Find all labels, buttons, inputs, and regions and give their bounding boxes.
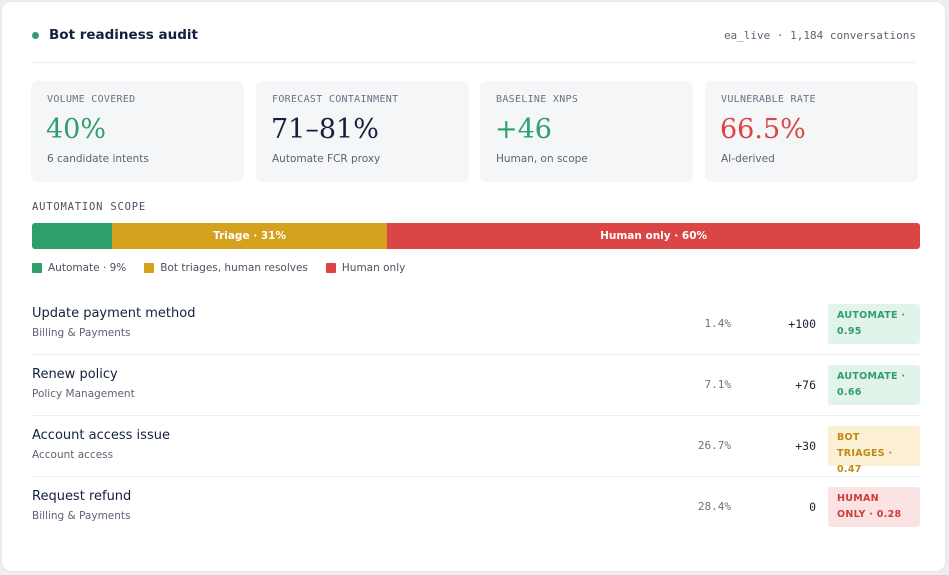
intent-category: Policy Management xyxy=(32,388,135,400)
scope-segment-human-only: Human only · 60% xyxy=(387,223,920,249)
intent-name: Request refund xyxy=(32,489,132,504)
readiness-badge: AUTOMATE · 0.95 xyxy=(828,304,920,344)
scope-legend: Automate · 9% Bot triages, human resolve… xyxy=(32,261,423,275)
stat-value: 66.5% xyxy=(720,114,806,145)
dataset-meta: ea_live · 1,184 conversations xyxy=(723,29,916,42)
legend-label: Bot triages, human resolves xyxy=(160,262,308,274)
intent-row[interactable]: Update payment method Billing & Payments… xyxy=(31,294,920,355)
stat-label: VULNERABLE RATE xyxy=(721,94,816,105)
legend-item-triage: Bot triages, human resolves xyxy=(144,262,308,274)
stat-value: 40% xyxy=(46,114,107,145)
intent-share: 7.1% xyxy=(704,378,732,391)
intent-category: Billing & Payments xyxy=(32,327,131,339)
automation-scope-bar: Triage · 31% Human only · 60% xyxy=(32,223,920,249)
intent-name: Update payment method xyxy=(32,306,196,321)
card-header: Bot readiness audit ea_live · 1,184 conv… xyxy=(31,19,916,63)
intent-list: Update payment method Billing & Payments… xyxy=(31,294,920,537)
scope-segment-triage: Triage · 31% xyxy=(111,223,388,249)
legend-item-automate: Automate · 9% xyxy=(32,262,126,274)
card-title: Bot readiness audit xyxy=(49,27,198,43)
stat-value: +46 xyxy=(495,114,552,145)
intent-row[interactable]: Renew policy Policy Management 7.1% +76 … xyxy=(31,355,920,416)
legend-swatch xyxy=(144,263,155,273)
stat-baseline-xnps: BASELINE XNPS +46 Human, on scope xyxy=(480,81,693,182)
intent-name: Renew policy xyxy=(32,367,118,382)
legend-label: Human only xyxy=(341,262,406,274)
intent-share: 28.4% xyxy=(697,500,731,513)
legend-item-human-only: Human only xyxy=(325,262,406,274)
intent-row[interactable]: Account access issue Account access 26.7… xyxy=(31,416,920,477)
status-dot-icon xyxy=(32,32,39,39)
stat-sub: 6 candidate intents xyxy=(47,153,149,165)
readiness-badge: AUTOMATE · 0.66 xyxy=(828,365,920,405)
stat-label: FORECAST CONTAINMENT xyxy=(272,94,399,105)
intent-share: 1.4% xyxy=(704,317,732,330)
stat-value: 71–81% xyxy=(271,114,379,145)
legend-label: Automate · 9% xyxy=(48,262,127,274)
legend-swatch xyxy=(32,263,42,273)
scope-label: AUTOMATION SCOPE xyxy=(32,201,146,213)
stat-sub: Human, on scope xyxy=(496,153,588,165)
stat-sub: Automate FCR proxy xyxy=(272,153,381,165)
readiness-badge: BOT TRIAGES · 0.47 xyxy=(828,426,920,475)
stat-vulnerable-rate: VULNERABLE RATE 66.5% AI-derived xyxy=(705,81,918,182)
stat-label: VOLUME COVERED xyxy=(47,94,136,105)
stat-forecast-containment: FORECAST CONTAINMENT 71–81% Automate FCR… xyxy=(256,81,469,182)
intent-name: Account access issue xyxy=(32,428,170,443)
intent-score: +76 xyxy=(795,378,816,392)
intent-category: Billing & Payments xyxy=(32,510,131,522)
intent-share: 26.7% xyxy=(697,439,731,452)
scope-segment-automate xyxy=(32,223,112,249)
legend-swatch xyxy=(325,263,336,273)
intent-score: +30 xyxy=(795,439,816,453)
stat-sub: AI-derived xyxy=(721,153,775,165)
intent-score: 0 xyxy=(809,500,816,514)
intent-category: Account access xyxy=(32,449,114,461)
readiness-badge: HUMAN ONLY · 0.28 xyxy=(828,487,920,527)
intent-score: +100 xyxy=(788,317,816,331)
intent-row[interactable]: Request refund Billing & Payments 28.4% … xyxy=(31,477,920,537)
stat-label: BASELINE XNPS xyxy=(496,94,579,105)
stat-volume-covered: VOLUME COVERED 40% 6 candidate intents xyxy=(31,81,244,182)
